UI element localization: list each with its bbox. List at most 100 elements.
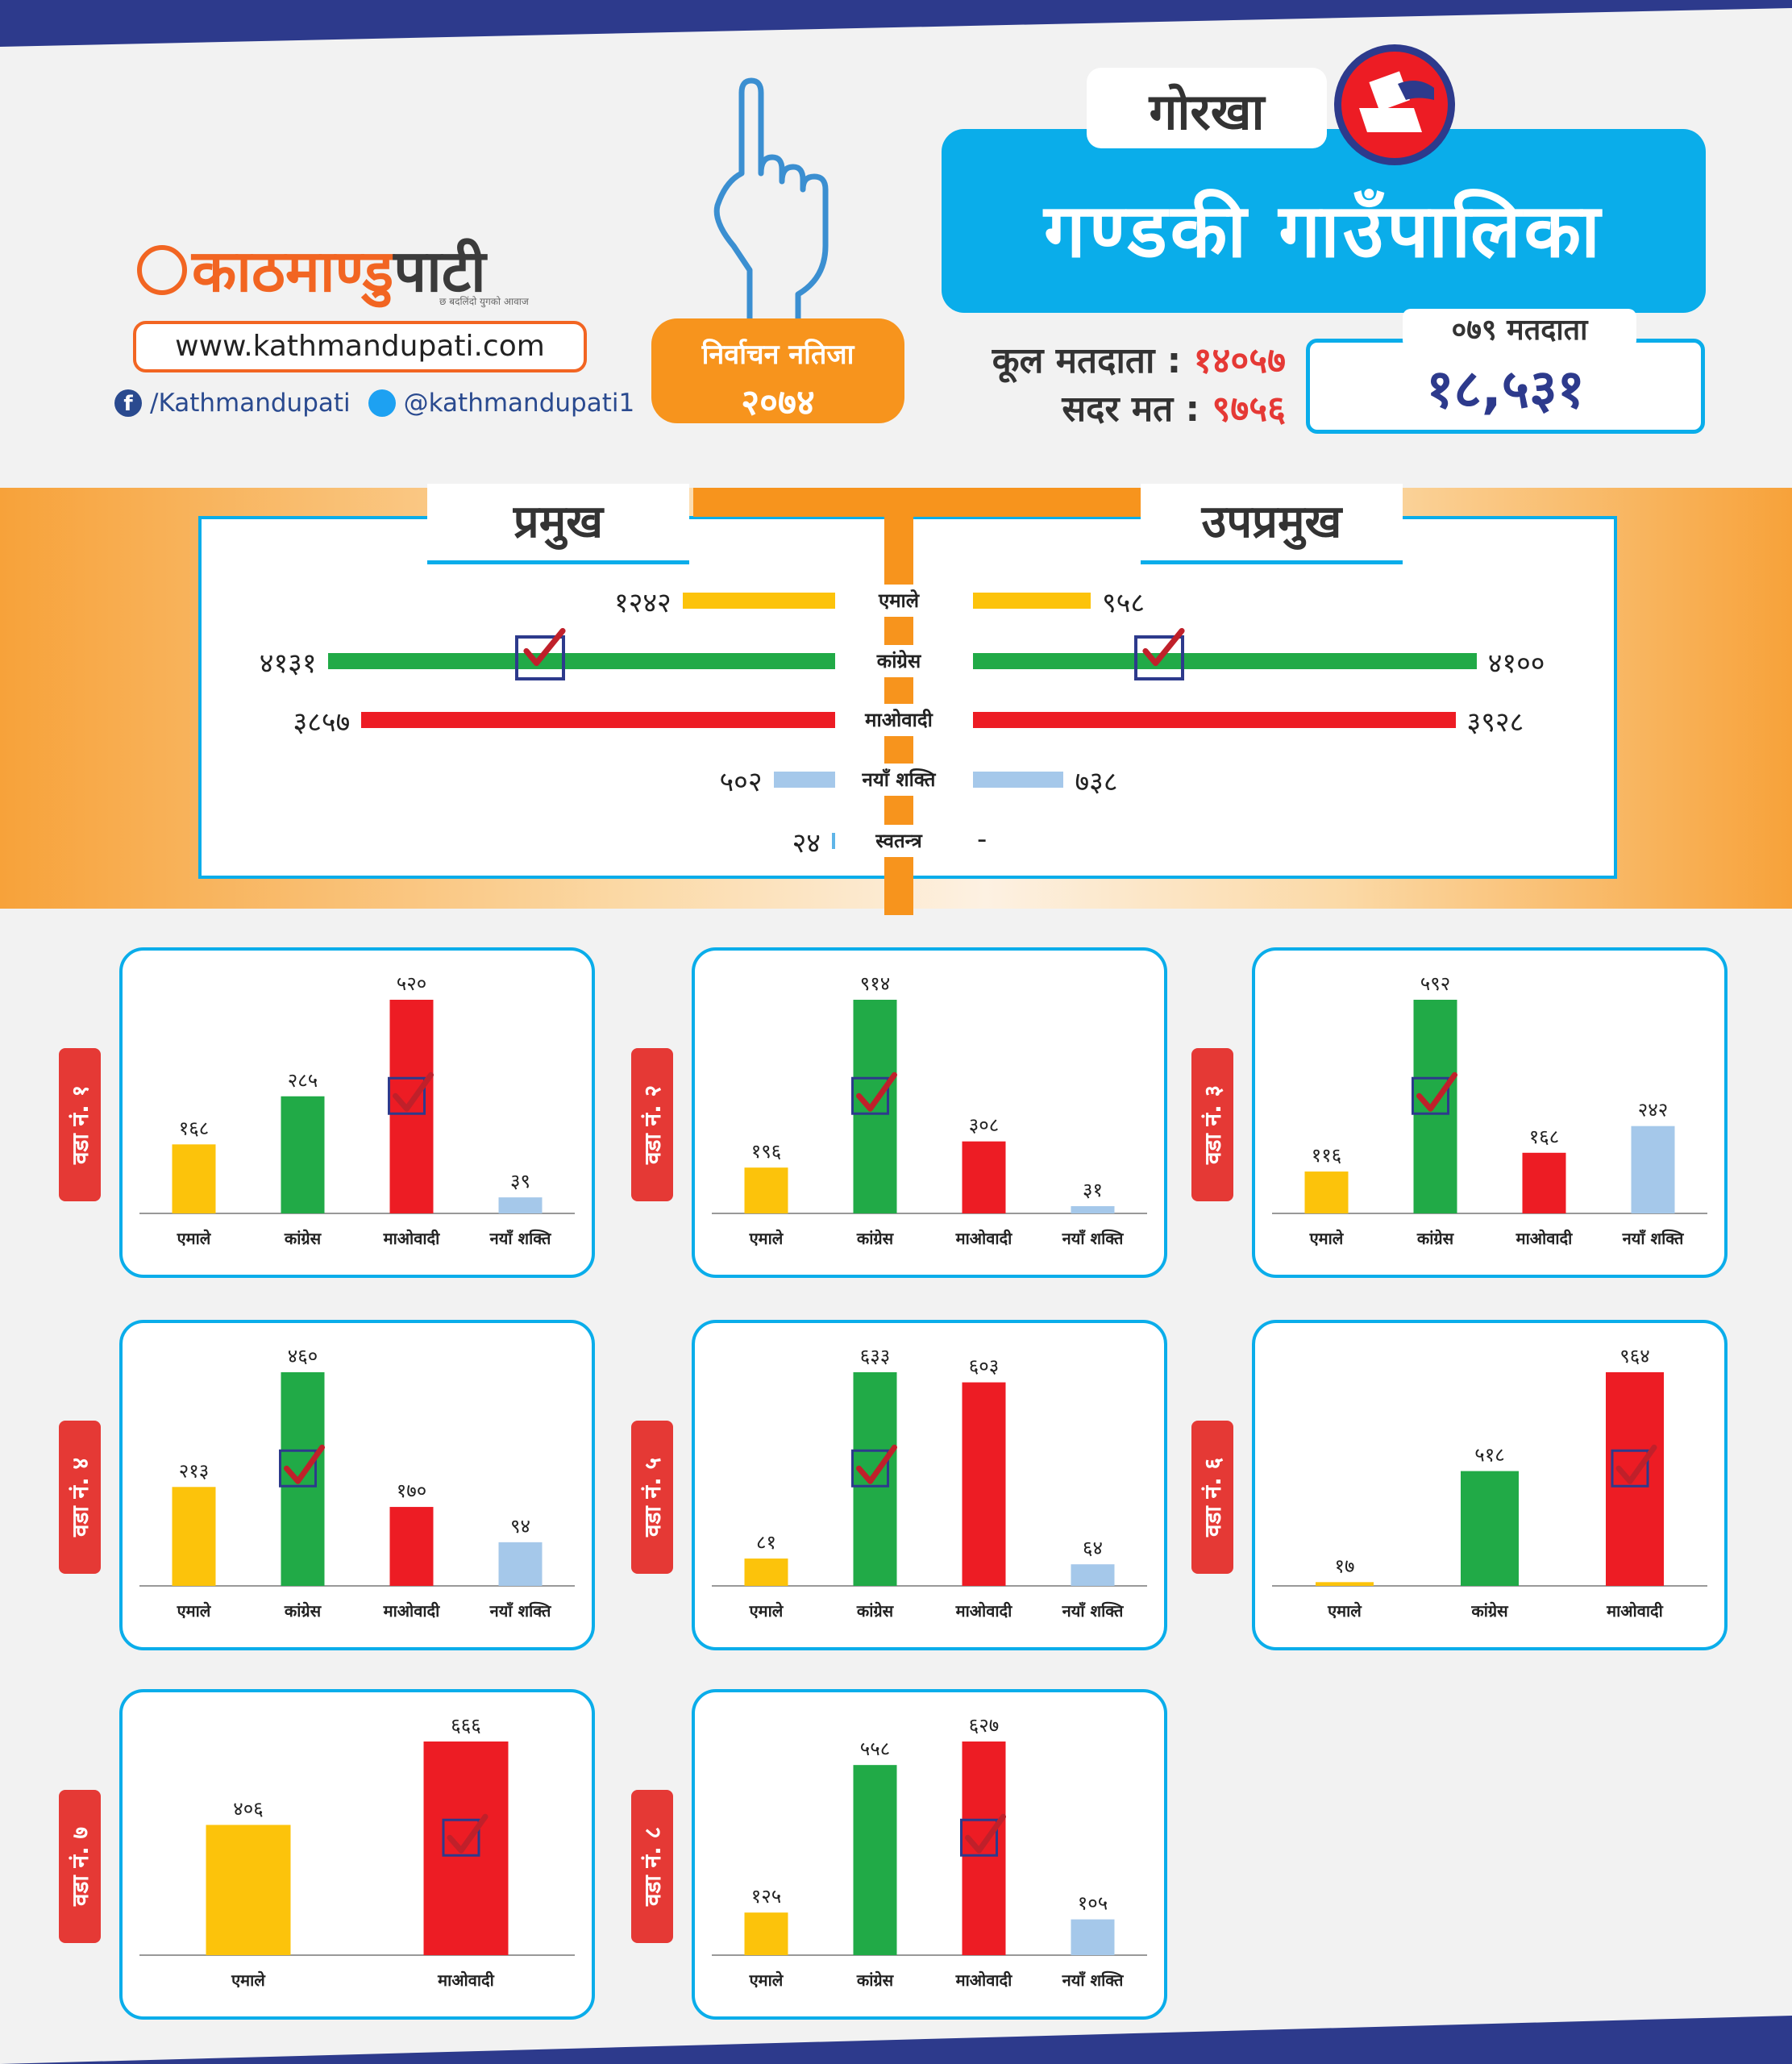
summary-party-label: एमाले [849,585,949,617]
facebook-icon: f [114,389,142,417]
ward-winner-check-box-icon [960,1818,998,1857]
ward-label-tag: वडा नं. ७ [59,1790,101,1943]
facebook-link[interactable]: /Kathmandupati [150,389,351,418]
municipality-title: गण्डकी गाउँपालिका [1043,188,1604,274]
ward-category-label: माओवादी [383,1229,441,1248]
ward-bar-value-label: ४०६ [233,1797,263,1820]
ward-label-tag: वडा नं. १ [59,1048,101,1201]
ward-category-label: कांग्रेस [856,1970,895,1990]
ward-bar-chart: १७ एमाले ५१८ कांग्रेस ९६४ माओवादी [1272,1345,1707,1621]
ward-bar [1071,1919,1115,1955]
summary-party-label: माओवादी [849,704,949,736]
ward-bar-value-label: १२५ [751,1885,781,1908]
total-voters-label: कूल मतदाता : [992,340,1182,381]
ward-bar [172,1144,216,1213]
mayor-heading: प्रमुख [427,484,689,564]
summary-deputy-bar [973,712,1456,728]
summary-mayor-value: २४ [792,827,821,859]
twitter-link[interactable]: @kathmandupati1 [403,389,635,418]
summary-deputy-value: ९५८ [1101,587,1145,619]
ward-bar [389,1507,434,1586]
ward-category-label: कांग्रेस [1416,1229,1455,1248]
summary-mayor-value: ३८५७ [293,706,351,739]
summary-mayor-winner-check-icon [515,627,566,680]
ward-winner-check-box-icon [442,1818,480,1857]
ward-label: वडा नं. ४ [67,1457,94,1538]
twitter-icon [368,389,396,417]
ward-category-label: नयाँ शक्ति [1062,1229,1125,1248]
summary-mayor-value: ४१३१ [259,647,317,680]
ward-category-label: माओवादी [955,1601,1013,1621]
ward-bar-value-label: १६८ [179,1117,209,1139]
ward-label-tag: वडा नं. ५ [631,1421,673,1574]
ward-bar-value-label: १६८ [1529,1126,1559,1148]
ward-label: वडा नं. ६ [1200,1457,1226,1538]
summary-party-label: स्वतन्त्र [849,825,949,857]
ward-winner-checkmark-icon [856,1072,897,1112]
brand-logo: काठमाण्डुपाटी [137,230,486,309]
ward-bar-value-label: १७ [1335,1554,1355,1577]
brand-tagline: छ बदलिंदो युगको आवाज [439,296,529,307]
ward-winner-checkmark-icon [447,1813,489,1854]
social-links: f /Kathmandupati @kathmandupati1 [114,389,634,418]
ward-label: वडा नं. २ [639,1084,666,1165]
ward-label: वडा नं. ३ [1200,1084,1226,1165]
ward-winner-check-box-icon [1412,1076,1449,1115]
ward-winner-check-box-icon [851,1449,889,1488]
valid-votes-label: सदर मत : [1062,389,1200,430]
ward-winner-checkmark-icon [393,1072,434,1112]
ward-bar-value-label: ६३३ [860,1345,890,1367]
top-decorative-band [0,0,1792,47]
ward-category-label: नयाँ शक्ति [489,1229,552,1248]
ward-bar-chart: ४०६ एमाले ६६६ माओवादी [139,1714,575,1990]
ward-category-label: कांग्रेस [284,1229,322,1248]
ward-category-label: एमाले [1327,1601,1362,1621]
ward-winner-check-box-icon [1611,1449,1649,1488]
ward-bar [853,1765,897,1955]
summary-deputy-value: ४१०० [1487,647,1545,680]
badge-line2: २०७४ [741,382,815,423]
ward-bar [172,1487,216,1586]
total-voters-row: कूल मतदाता : १४०५७ [931,337,1286,385]
ward-label: वडा नं. ८ [639,1826,666,1907]
ward-bar [1522,1152,1566,1213]
ward-category-label: माओवादी [383,1601,441,1621]
summary-mayor-value: १२४२ [614,587,671,619]
title-box [942,129,1706,313]
summary-mayor-bar [773,772,835,788]
voter-stats: कूल मतदाता : १४०५७ सदर मत : ९७५६ [931,337,1286,434]
summary-deputy-bar [973,593,1091,609]
ward-card [1252,947,1728,1278]
ward-bar [962,1382,1006,1586]
ward-category-label: माओवादी [1516,1229,1574,1248]
ward-bar-value-label: ३१ [1083,1179,1103,1201]
ward-winner-checkmark-icon [965,1813,1006,1854]
ward-category-label: एमाले [177,1229,212,1248]
ward-label-tag: वडा नं. ३ [1191,1048,1233,1201]
ward-category-label: माओवादी [955,1229,1013,1248]
ward-bar [1071,1564,1115,1586]
website-link[interactable]: www.kathmandupati.com [133,321,587,372]
brand-name-part1: काठमाण्डु [192,237,394,305]
ward-category-label: कांग्रेस [856,1229,895,1248]
ward-winner-check-box-icon [388,1076,426,1115]
ward-bar [281,1096,325,1213]
ward-category-label: एमाले [231,1970,266,1990]
ward-bar [744,1167,788,1213]
summary-mayor-bar [832,833,835,849]
ward-bar-chart: ८१ एमाले ६३३ कांग्रेस ६०३ माओवादी ६४ नयाँ शक्ति [712,1345,1147,1621]
ward-category-label: नयाँ शक्ति [1062,1601,1125,1621]
ward-card [119,1320,595,1650]
ward-bar-value-label: ६०३ [969,1355,999,1378]
ward-label: वडा नं. ७ [67,1826,94,1907]
ward-category-label: एमाले [749,1601,784,1621]
ward-bar [744,1912,788,1955]
ward-bar-value-label: २४२ [1638,1099,1668,1121]
ward-category-label: नयाँ शक्ति [1622,1229,1685,1248]
summary-deputy-value: ३९२८ [1466,706,1524,739]
ward-category-label: एमाले [749,1970,784,1990]
ward-bar-chart: १२५ एमाले ५५८ कांग्रेस ६२७ माओवादी १०५ नयाँ शक्… [712,1714,1147,1990]
ward-bar-value-label: ६४ [1083,1537,1103,1559]
ward-bar-value-label: ५२० [397,972,426,995]
ward-winner-check-box-icon [851,1076,889,1115]
